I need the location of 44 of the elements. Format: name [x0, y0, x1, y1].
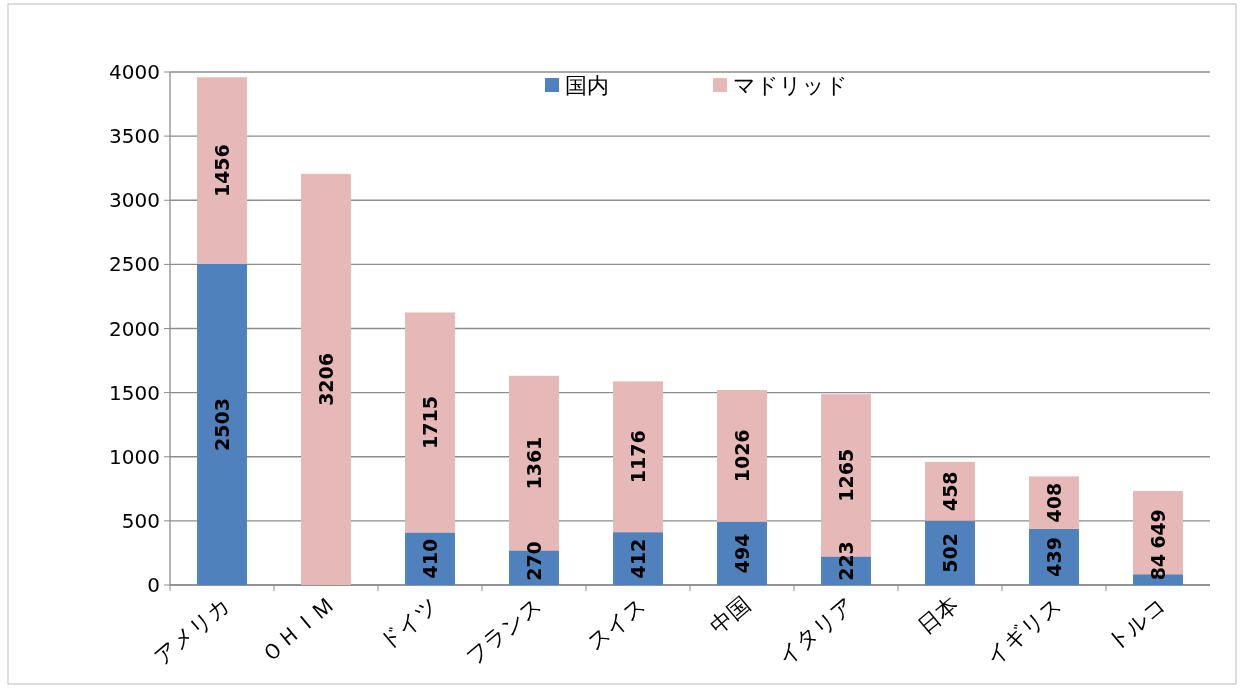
y-tick-label: 1500 — [109, 380, 160, 405]
legend-label: マドリッド — [733, 73, 848, 98]
y-tick-label: 1000 — [109, 444, 160, 469]
y-tick-label: 3000 — [109, 188, 160, 213]
bar — [197, 77, 247, 264]
y-tick-label: 2000 — [109, 316, 160, 341]
data-label: 412 — [627, 538, 649, 579]
x-tick-label: ＯＨＩＭ — [255, 591, 340, 668]
bar — [717, 390, 767, 522]
data-label: 223 — [835, 541, 857, 581]
x-tick-label: ドイツ — [374, 591, 444, 656]
data-label: 502 — [939, 532, 961, 573]
x-tick-label: トルコ — [1102, 591, 1172, 656]
bar — [405, 312, 455, 533]
data-label: 1456 — [211, 144, 233, 198]
data-label: 408 — [1043, 482, 1065, 523]
data-label: 410 — [419, 538, 441, 579]
data-label: 2503 — [211, 398, 233, 451]
x-tick-label: フランス — [460, 591, 548, 670]
bar — [197, 263, 247, 585]
bar — [301, 173, 351, 585]
data-label: 270 — [523, 541, 545, 581]
y-tick-label: 500 — [121, 508, 160, 533]
y-tick-label: 2500 — [109, 252, 160, 277]
legend-label: 国内 — [565, 73, 609, 98]
bar — [613, 381, 663, 533]
y-tick-label: 3500 — [109, 124, 160, 149]
x-tick-label: 中国 — [705, 591, 756, 640]
x-tick-label: スイス — [582, 591, 652, 656]
data-label: 494 — [731, 533, 753, 574]
data-label: 1026 — [731, 429, 753, 483]
data-label: 1265 — [835, 448, 857, 502]
data-label: 84 — [1147, 553, 1169, 581]
x-tick-label: イギリス — [980, 591, 1068, 670]
x-tick-label: イタリア — [772, 591, 860, 670]
data-label: 1176 — [627, 430, 649, 484]
data-label: 439 — [1043, 537, 1065, 577]
data-label: 1715 — [419, 396, 441, 449]
data-label: 1361 — [523, 436, 545, 490]
data-label: 3206 — [315, 352, 337, 406]
data-label: 458 — [939, 471, 961, 512]
data-label: 649 — [1147, 509, 1169, 549]
x-tick-label: 日本 — [913, 591, 964, 640]
y-tick-label: 4000 — [109, 60, 160, 84]
